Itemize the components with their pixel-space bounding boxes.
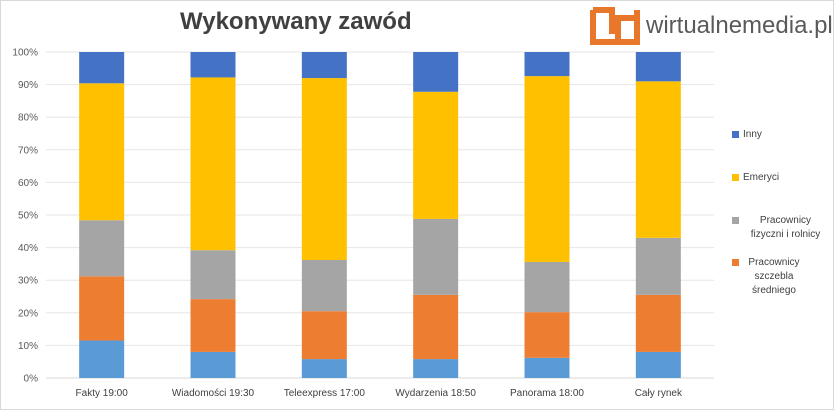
y-tick-label: 10% xyxy=(18,341,38,352)
y-tick-label: 100% xyxy=(12,48,38,59)
legend-label: Inny xyxy=(743,129,762,140)
y-tick-label: 80% xyxy=(18,113,38,124)
bar-segment xyxy=(190,250,236,300)
bar-segment xyxy=(524,312,570,358)
brand-logo-icon xyxy=(590,7,640,45)
bar-segment xyxy=(301,78,347,260)
y-tick-label: 60% xyxy=(18,178,38,189)
bar-segment xyxy=(79,220,125,277)
legend-label: Emeryci xyxy=(743,172,780,183)
brand: wirtualnemedia.pl xyxy=(590,6,833,46)
bar-segment xyxy=(79,83,125,221)
legend-item-pracownicy-fizyczni: Pracownicy fizyczni i rolnicy xyxy=(732,214,828,242)
x-category-label: Wiadomości 19:30 xyxy=(172,388,255,399)
legend-label: Pracownicy szczebla średniego xyxy=(748,257,800,296)
y-axis: 0% 10% 20% 30% 40% 50% 60% 70% 80% 90% 100% xyxy=(12,48,38,385)
bar-segment xyxy=(524,261,570,313)
legend-label: Pracownicy fizyczni i rolnicy xyxy=(750,215,821,240)
bar-segment xyxy=(524,357,570,378)
brand-name: wirtualnemedia.pl xyxy=(646,12,833,39)
bar-segment xyxy=(635,81,681,238)
chart-title: Wykonywany zawód xyxy=(180,8,412,35)
bar-segment xyxy=(524,52,570,77)
x-category-label: Cały rynek xyxy=(635,388,683,399)
bar-segment xyxy=(635,52,681,82)
y-tick-label: 70% xyxy=(18,145,38,156)
bar-segment xyxy=(413,218,459,295)
legend-swatch xyxy=(732,131,739,138)
x-category-label: Teleexpress 17:00 xyxy=(284,388,366,399)
bar-segment xyxy=(301,359,347,378)
gridlines xyxy=(46,51,714,379)
bar-segment xyxy=(301,52,347,79)
legend-item-emeryci: Emeryci xyxy=(732,171,779,185)
legend-item-pracownicy-szczebla: Pracownicy szczebla średniego xyxy=(732,256,805,298)
bar-segment xyxy=(413,52,459,92)
x-category-label: Wydarzenia 18:50 xyxy=(395,388,476,399)
bar-segment xyxy=(301,311,347,360)
bar-segment xyxy=(79,340,125,378)
legend-swatch xyxy=(732,174,739,181)
bar-segment xyxy=(190,77,236,251)
bar-segment xyxy=(635,294,681,352)
y-tick-label: 0% xyxy=(24,374,39,385)
legend-swatch xyxy=(732,259,739,266)
bar-segment xyxy=(413,91,459,219)
x-category-label: Panorama 18:00 xyxy=(510,388,584,399)
y-tick-label: 90% xyxy=(18,80,38,91)
bar-segment xyxy=(413,294,459,360)
legend: Inny Emeryci Pracownicy fizyczni i rolni… xyxy=(732,0,832,300)
bar-segment xyxy=(635,237,681,295)
y-tick-label: 30% xyxy=(18,276,38,287)
bar-segment xyxy=(190,299,236,352)
y-tick-label: 40% xyxy=(18,243,38,254)
x-axis: Fakty 19:00 Wiadomości 19:30 Teleexpress 1… xyxy=(76,388,683,399)
bar-segment xyxy=(190,351,236,378)
legend-swatch xyxy=(732,217,739,224)
bar-segment xyxy=(190,52,236,78)
y-tick-label: 20% xyxy=(18,308,38,319)
bar-segment xyxy=(413,359,459,378)
legend-item-inny: Inny xyxy=(732,128,762,142)
bar-segment xyxy=(635,351,681,378)
y-tick-label: 50% xyxy=(18,211,38,222)
bar-segment xyxy=(79,52,125,84)
bar-segment xyxy=(79,276,125,341)
bars xyxy=(79,52,681,378)
bar-segment xyxy=(301,259,347,312)
bar-segment xyxy=(524,76,570,262)
x-category-label: Fakty 19:00 xyxy=(76,388,129,399)
